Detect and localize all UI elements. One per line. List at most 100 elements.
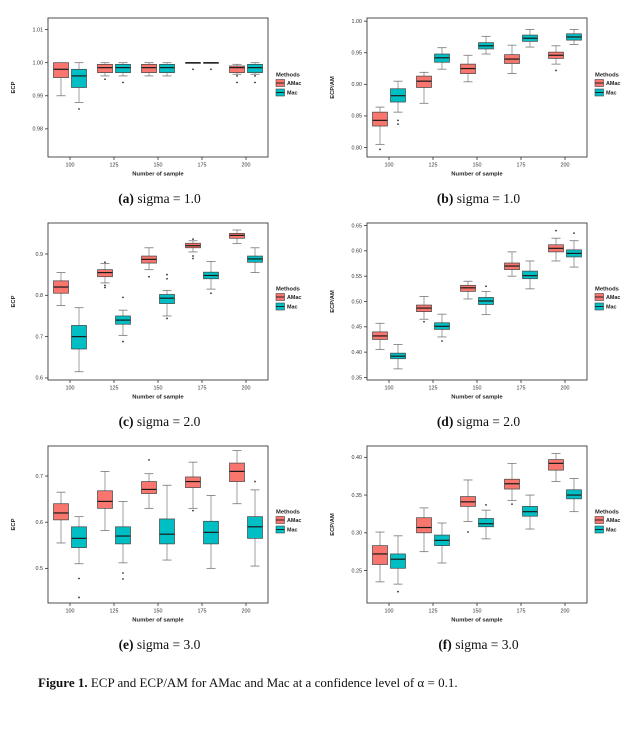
- y-axis-title-text: ECP/AM: [330, 290, 336, 313]
- outlier-point: [165, 317, 168, 320]
- y-axis: 0.40 0.35 0.30 0.25: [351, 455, 367, 574]
- outlier-point: [165, 273, 168, 276]
- outlier-point: [253, 81, 256, 84]
- y-tick-label: 0.35: [351, 493, 362, 499]
- x-tick-label: 200: [241, 609, 250, 615]
- box: [52, 503, 69, 521]
- outlier-point: [235, 81, 238, 84]
- y-axis-title-text: ECP/AM: [330, 513, 336, 536]
- x-tick-label: 150: [153, 609, 162, 615]
- y-tick-label: 0.6: [35, 520, 43, 526]
- y-tick-label: 0.85: [351, 114, 362, 120]
- boxes-amac: [52, 229, 245, 307]
- y-axis-title-text: ECP/AM: [330, 76, 336, 99]
- y-axis: 0.7 0.6 0.5: [35, 474, 48, 572]
- y-tick-label: 0.6: [35, 376, 43, 382]
- boxplot-chart-f: 0.40 0.35 0.30 0.25 ECP/AM 100 125 150 175 200 Num…: [330, 445, 620, 624]
- x-tick-label: 175: [516, 386, 525, 392]
- x-tick-label: 100: [384, 386, 393, 392]
- outlier-point: [572, 232, 575, 235]
- box: [158, 518, 175, 545]
- boxplot-chart-e: 0.7 0.6 0.5 ECP 100 125 150 175 200 Number of sam…: [11, 445, 301, 624]
- box: [389, 553, 406, 569]
- boxes-mac: [389, 478, 582, 593]
- outlier-point: [510, 503, 513, 506]
- outlier-point: [121, 81, 124, 84]
- subcaption-c: (c) sigma = 2.0: [119, 411, 201, 433]
- box: [547, 459, 564, 471]
- outlier-point: [378, 148, 381, 151]
- y-tick-label: 0.7: [35, 474, 43, 480]
- subcaption-a-label: (a): [118, 191, 134, 206]
- x-tick-label: 100: [384, 609, 393, 615]
- box: [565, 489, 582, 500]
- x-tick-label: 200: [560, 386, 569, 392]
- y-axis: 0.9 0.8 0.7 0.6: [35, 252, 48, 382]
- x-tick-label: 200: [241, 386, 250, 392]
- outlier-point: [209, 292, 212, 295]
- legend-label-amac: AMac: [287, 518, 301, 524]
- x-tick-label: 175: [516, 163, 525, 169]
- boxplot-chart-d: 0.65 0.60 0.55 0.50 0.45 0.40 0.35 ECP/AM 100 125…: [330, 222, 620, 401]
- x-tick-label: 175: [197, 163, 206, 169]
- figure-caption-label: Figure 1.: [38, 675, 88, 690]
- outlier-point: [253, 75, 256, 77]
- boxes-mac: [70, 480, 263, 599]
- panel-grid: 1.01 1.00 0.99 0.98 ECP 100 125 150 175 200 Number…: [0, 8, 639, 659]
- boxes-amac: [52, 62, 245, 97]
- box: [158, 294, 175, 304]
- box: [140, 481, 157, 494]
- panel-c: 0.9 0.8 0.7 0.6 ECP 100 125 150 175 200 Number of …: [0, 213, 319, 436]
- y-tick-label: 0.40: [351, 455, 362, 461]
- outlier-point: [396, 590, 399, 593]
- outlier-point: [191, 255, 194, 257]
- legend-label-mac: Mac: [606, 305, 617, 311]
- x-tick-label: 100: [65, 386, 74, 392]
- legend: Methods AMac Mac: [594, 510, 620, 534]
- y-tick-label: 0.45: [351, 325, 362, 331]
- subcaption-f-label: (f): [438, 637, 452, 652]
- box: [246, 516, 263, 539]
- x-tick-label: 100: [65, 609, 74, 615]
- x-axis: 100 125 150 175 200 Number of sample: [384, 603, 569, 624]
- outlier-point: [121, 296, 124, 299]
- x-axis-title-text: Number of sample: [132, 618, 184, 624]
- panel-b: 1.00 0.95 0.90 0.85 0.80 ECP/AM 100 125 150 175 20…: [319, 8, 638, 213]
- legend-label-amac: AMac: [606, 295, 620, 301]
- boxes-amac: [371, 229, 564, 351]
- outlier-point: [209, 68, 212, 71]
- legend: Methods AMac Mac: [275, 287, 301, 311]
- legend-label-amac: AMac: [606, 81, 620, 87]
- x-tick-label: 100: [65, 163, 74, 169]
- box: [228, 462, 245, 482]
- legend: Methods AMac Mac: [275, 73, 301, 97]
- box: [158, 63, 175, 73]
- y-axis-title-text: ECP: [11, 295, 17, 307]
- panel-a: 1.01 1.00 0.99 0.98 ECP 100 125 150 175 200 Number…: [0, 8, 319, 213]
- outlier-point: [235, 75, 238, 77]
- y-axis-title-text: ECP: [11, 81, 17, 93]
- outlier-point: [554, 229, 557, 232]
- plot-panel: [366, 17, 587, 158]
- box: [521, 270, 538, 280]
- x-axis-title-text: Number of sample: [132, 172, 184, 178]
- y-axis: 1.01 1.00 0.99 0.98: [32, 27, 48, 133]
- boxplot-chart-a: 1.01 1.00 0.99 0.98 ECP 100 125 150 175 200 Number…: [11, 17, 301, 178]
- legend-label-amac: AMac: [606, 518, 620, 524]
- box: [114, 63, 131, 73]
- x-tick-label: 175: [197, 386, 206, 392]
- y-tick-label: 0.8: [35, 293, 43, 299]
- outlier-point: [396, 119, 399, 122]
- boxplot-chart-c: 0.9 0.8 0.7 0.6 ECP 100 125 150 175 200 Number of …: [11, 222, 301, 401]
- boxes-amac: [371, 44, 564, 151]
- figure-caption-text: ECP and ECP/AM for AMac and Mac at a con…: [87, 675, 458, 690]
- boxes-mac: [70, 62, 263, 110]
- y-tick-label: 0.9: [35, 252, 43, 258]
- y-axis-title: ECP: [11, 295, 17, 307]
- outlier-point: [554, 69, 557, 72]
- y-axis: 1.00 0.95 0.90 0.85 0.80: [351, 19, 367, 151]
- y-axis-title: ECP/AM: [330, 290, 336, 313]
- legend-title: Methods: [595, 510, 619, 516]
- outlier-point: [191, 68, 194, 71]
- outlier-point: [147, 458, 150, 461]
